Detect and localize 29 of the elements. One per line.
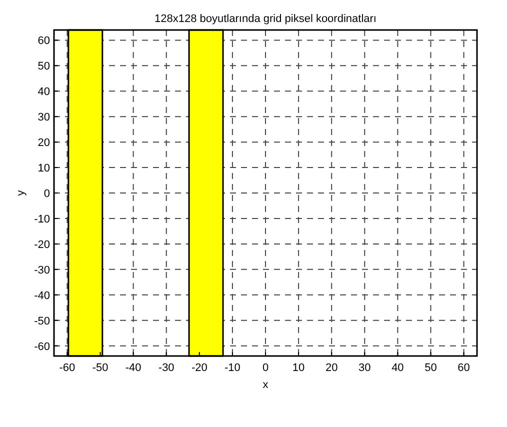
x-tick-label: -30 [158, 362, 174, 374]
x-tick-label: -10 [224, 362, 240, 374]
x-tick-label: 10 [292, 362, 305, 374]
y-tick-label: -50 [34, 315, 50, 328]
x-tick-label: 60 [458, 362, 470, 374]
y-tick-label: -60 [34, 340, 50, 353]
x-tick-label: -40 [125, 362, 142, 374]
x-tick-label: 0 [262, 362, 269, 374]
y-tick-label: 20 [38, 137, 50, 150]
x-tick-label: 50 [424, 362, 437, 374]
x-axis-title: x [262, 379, 269, 391]
y-tick-label: -40 [34, 290, 50, 302]
y-axis-title: y [15, 190, 27, 196]
y-tick-label: -20 [34, 238, 50, 251]
y-tick-label: 10 [38, 162, 50, 175]
x-tick-label: 40 [392, 362, 404, 374]
chart-title: 128x128 boyutlarında grid piksel koordinatları [154, 13, 376, 25]
x-tick-label: -60 [59, 362, 76, 374]
y-tick-label: 30 [38, 112, 50, 124]
y-tick-label: 50 [38, 60, 50, 73]
y-tick-label: -10 [34, 213, 50, 226]
y-tick-label: 0 [44, 188, 50, 200]
y-tick-label: 40 [38, 86, 50, 98]
x-tick-label: -20 [191, 362, 208, 374]
x-tick-label: 20 [325, 362, 338, 374]
y-tick-label: 60 [38, 35, 50, 48]
x-tick-label: 30 [358, 362, 371, 374]
y-tick-label: -30 [34, 264, 50, 276]
x-tick-label: -50 [92, 362, 108, 374]
